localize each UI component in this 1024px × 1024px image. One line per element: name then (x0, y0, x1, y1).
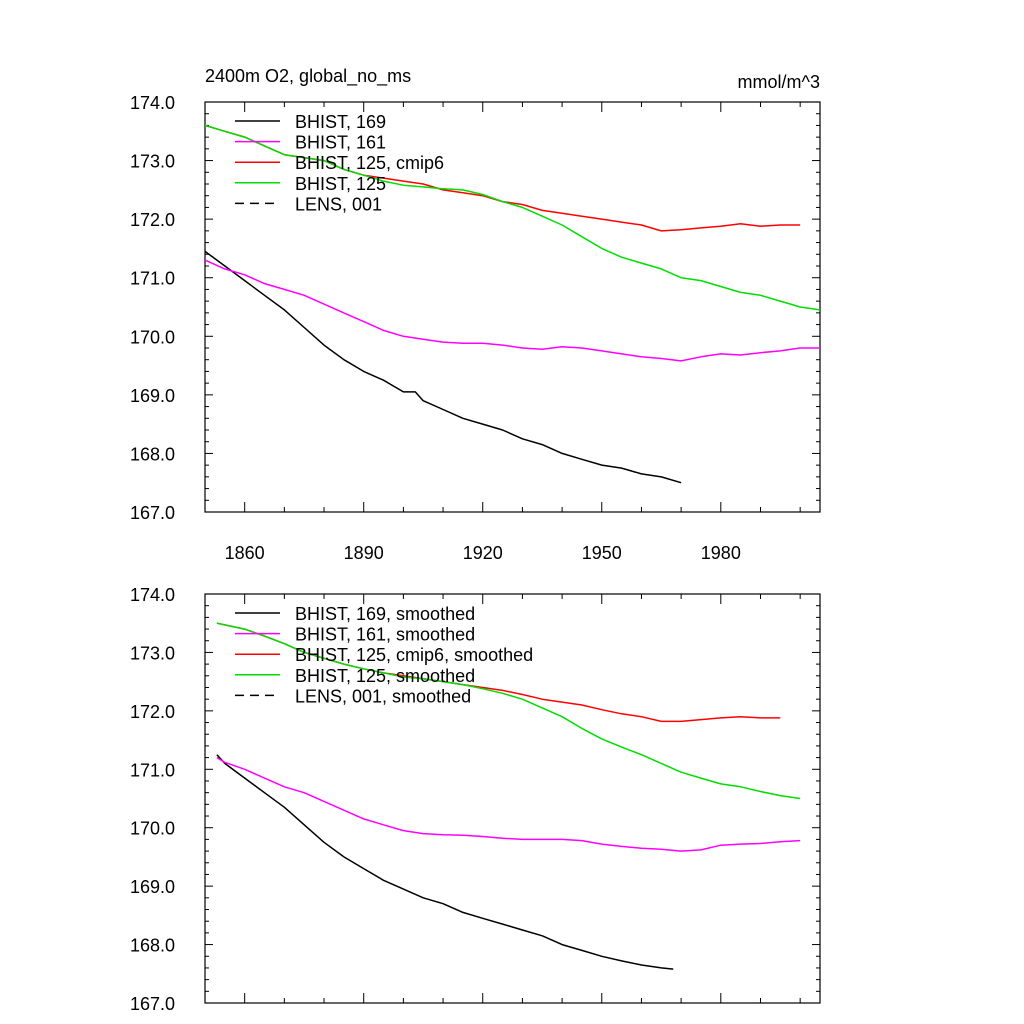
y-tick-label: 168.0 (130, 444, 175, 464)
y-tick-label: 171.0 (130, 269, 175, 289)
y-tick-label: 168.0 (130, 936, 175, 956)
y-tick-label: 170.0 (130, 819, 175, 839)
chart-title: 2400m O2, global_no_ms (205, 66, 411, 87)
series-line-1 (204, 259, 820, 362)
legend-label: BHIST, 169 (295, 112, 386, 132)
y-tick-label: 170.0 (130, 327, 175, 347)
legend-label: BHIST, 125, cmip6 (295, 153, 444, 173)
series-line-1 (216, 756, 801, 852)
y-tick-label: 169.0 (130, 877, 175, 897)
legend-label: BHIST, 125 (295, 174, 386, 194)
legend-label: BHIST, 161 (295, 133, 386, 153)
units-label: mmol/m^3 (738, 72, 820, 92)
x-tick-label: 1980 (701, 543, 741, 563)
bottom-panel: 167.0 168.0 169.0 170.0 171.0 172.0 173.0 174.0… (130, 585, 821, 1014)
y-tick-label: 172.0 (130, 702, 175, 722)
y-tick-label: 172.0 (130, 210, 175, 230)
legend-label: BHIST, 125, smoothed (295, 666, 475, 686)
x-tick-label: 1860 (225, 543, 265, 563)
legend-label: BHIST, 169, smoothed (295, 604, 475, 624)
x-tick-label: 1920 (463, 543, 503, 563)
x-tick-label: 1950 (582, 543, 622, 563)
series-line-0 (216, 754, 674, 970)
plot-frame (204, 101, 821, 513)
y-tick-label: 169.0 (130, 386, 175, 406)
plot-frame (204, 593, 821, 1004)
legend-label: LENS, 001, smoothed (295, 686, 471, 706)
legend-label: BHIST, 161, smoothed (295, 625, 475, 645)
y-tick-label: 174.0 (130, 585, 175, 605)
y-tick-label: 173.0 (130, 152, 175, 172)
y-tick-label: 171.0 (130, 760, 175, 780)
series-line-3 (204, 124, 821, 311)
top-panel: 167.0 168.0 169.0 170.0 171.0 172.0 173.0 174.0… (130, 66, 821, 563)
y-tick-label: 167.0 (130, 994, 175, 1014)
series-line-3 (216, 622, 801, 800)
x-tick-label: 1890 (344, 543, 384, 563)
y-tick-label: 173.0 (130, 643, 175, 663)
series-line-0 (204, 250, 682, 484)
y-tick-label: 167.0 (130, 503, 175, 523)
y-tick-label: 174.0 (130, 93, 175, 113)
legend-label: BHIST, 125, cmip6, smoothed (295, 645, 533, 665)
legend-label: LENS, 001 (295, 194, 382, 214)
